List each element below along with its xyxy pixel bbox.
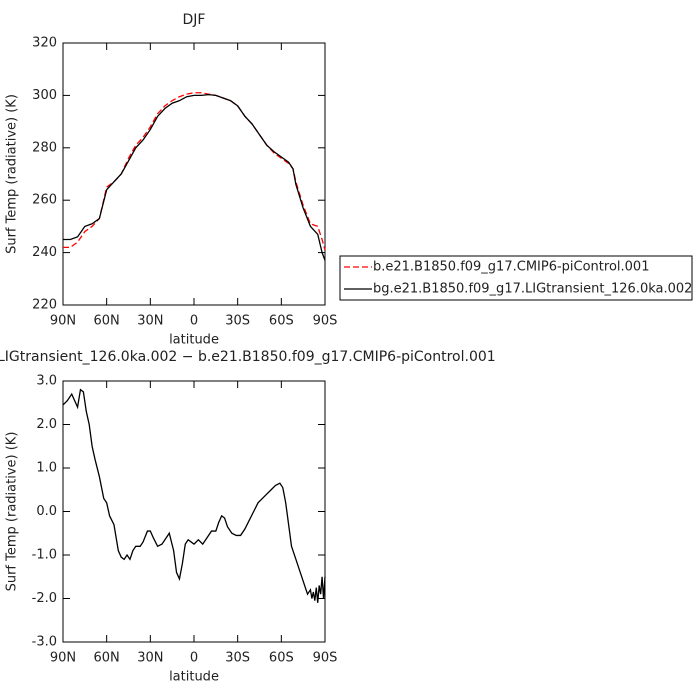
data-line [63, 93, 326, 261]
x-tick-label: 60N [94, 314, 120, 329]
x-tick-label: 30S [225, 314, 250, 329]
x-tick-label: 90S [313, 314, 338, 329]
x-tick-label: 30N [137, 314, 163, 329]
y-tick-label: 3.0 [36, 374, 57, 389]
y-tick-label: 1.0 [36, 461, 57, 476]
y-tick-label: 280 [32, 140, 57, 155]
x-axis-label: latitude [169, 333, 219, 348]
x-tick-label: 30S [225, 651, 250, 666]
x-tick-label: 30N [137, 651, 163, 666]
y-tick-label: 240 [32, 245, 57, 260]
y-tick-label: 320 [32, 36, 57, 51]
data-line [63, 92, 326, 251]
y-tick-label: 220 [32, 298, 57, 313]
legend-label: bg.e21.B1850.f09_g17.LIGtransient_126.0k… [373, 282, 692, 297]
legend-frame [339, 255, 693, 301]
plot-frame [62, 380, 326, 643]
y-axis-label: Surf Temp (radiative) (K) [5, 432, 20, 592]
legend-label: b.e21.B1850.f09_g17.CMIP6-piControl.001 [373, 260, 649, 275]
y-tick-label: 2.0 [36, 417, 57, 432]
y-tick-label: -3.0 [32, 635, 57, 650]
x-axis-label: latitude [169, 670, 219, 685]
x-tick-label: 90N [50, 314, 76, 329]
x-tick-label: 90S [313, 651, 338, 666]
chart-title: LIGtransient_126.0ka.002 − b.e21.B1850.f… [0, 349, 496, 365]
plot-frame [62, 42, 326, 306]
y-tick-label: 260 [32, 193, 57, 208]
y-tick-label: -1.0 [32, 548, 57, 563]
y-tick-label: -2.0 [32, 591, 57, 606]
y-axis-label: Surf Temp (radiative) (K) [5, 94, 20, 254]
chart-title: DJF [183, 12, 206, 28]
data-line [62, 388, 326, 603]
x-tick-label: 90N [50, 651, 76, 666]
x-tick-label: 0 [190, 314, 198, 329]
x-tick-label: 60N [94, 651, 120, 666]
x-tick-label: 60S [269, 651, 294, 666]
x-tick-label: 60S [269, 314, 294, 329]
y-tick-label: 300 [32, 88, 57, 103]
y-tick-label: 0.0 [36, 504, 57, 519]
x-tick-label: 0 [190, 651, 198, 666]
